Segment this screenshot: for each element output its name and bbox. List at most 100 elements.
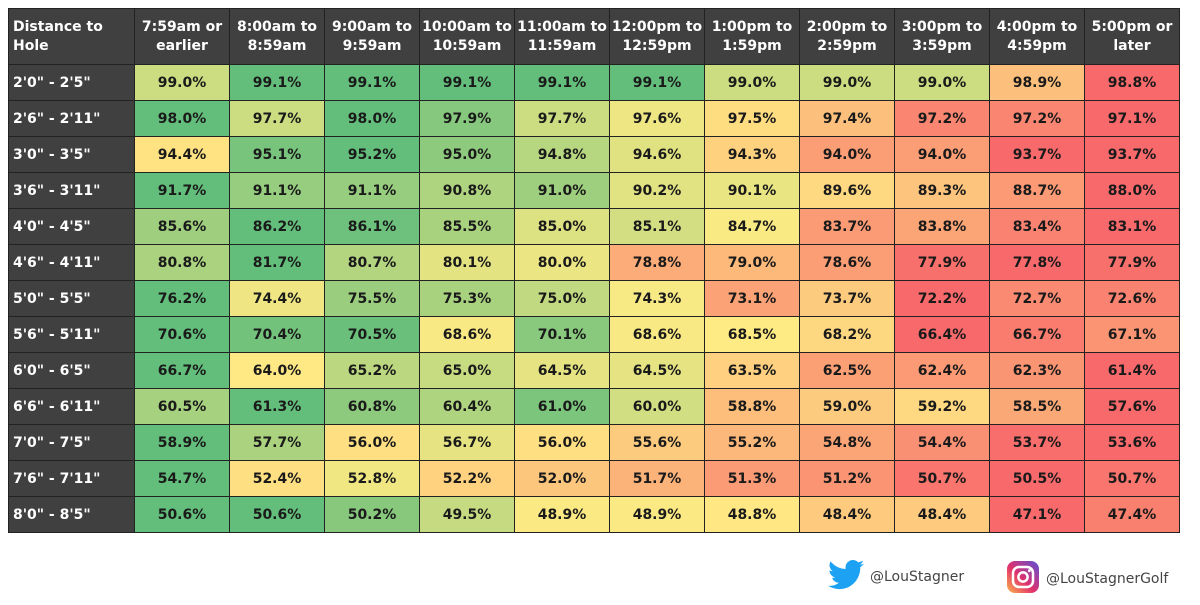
row-header: 3'0" - 3'5" xyxy=(8,136,135,173)
table-row: 4'6" - 4'11" 80.8% 81.7% 80.7% 80.1% 80.0% 78.… xyxy=(8,244,1180,281)
heatmap-cell: 97.7% xyxy=(514,100,610,137)
column-header: 10:00am to 10:59am xyxy=(419,8,515,65)
header-row: Distance to Hole 7:59am or earlier 8:00am… xyxy=(8,8,1180,65)
row-header: 3'6" - 3'11" xyxy=(8,172,135,209)
heatmap-cell: 48.4% xyxy=(894,496,990,533)
heatmap-cell: 51.7% xyxy=(609,460,705,497)
heatmap-cell: 75.5% xyxy=(324,280,420,317)
heatmap-cell: 77.9% xyxy=(1084,244,1180,281)
heatmap-cell: 58.8% xyxy=(704,388,800,425)
heatmap-cell: 63.5% xyxy=(704,352,800,389)
heatmap-cell: 94.4% xyxy=(134,136,230,173)
heatmap-cell: 85.5% xyxy=(419,208,515,245)
heatmap-cell: 85.0% xyxy=(514,208,610,245)
heatmap-cell: 56.0% xyxy=(324,424,420,461)
heatmap-cell: 50.7% xyxy=(1084,460,1180,497)
heatmap-cell: 61.4% xyxy=(1084,352,1180,389)
heatmap-cell: 55.2% xyxy=(704,424,800,461)
heatmap-cell: 80.0% xyxy=(514,244,610,281)
heatmap-cell: 80.8% xyxy=(134,244,230,281)
heatmap-cell: 97.7% xyxy=(229,100,325,137)
heatmap-cell: 97.9% xyxy=(419,100,515,137)
heatmap-cell: 86.2% xyxy=(229,208,325,245)
heatmap-cell: 98.9% xyxy=(989,64,1085,101)
row-header: 5'6" - 5'11" xyxy=(8,316,135,353)
heatmap-cell: 48.4% xyxy=(799,496,895,533)
heatmap-cell: 93.7% xyxy=(989,136,1085,173)
heatmap-cell: 83.4% xyxy=(989,208,1085,245)
column-header: 2:00pm to 2:59pm xyxy=(799,8,895,65)
twitter-icon xyxy=(828,559,864,594)
heatmap-cell: 60.5% xyxy=(134,388,230,425)
heatmap-cell: 85.6% xyxy=(134,208,230,245)
heatmap-cell: 70.6% xyxy=(134,316,230,353)
heatmap-cell: 57.6% xyxy=(1084,388,1180,425)
heatmap-cell: 50.2% xyxy=(324,496,420,533)
heatmap-cell: 68.6% xyxy=(419,316,515,353)
heatmap-cell: 91.0% xyxy=(514,172,610,209)
heatmap-cell: 97.2% xyxy=(894,100,990,137)
heatmap-cell: 72.2% xyxy=(894,280,990,317)
heatmap-cell: 52.8% xyxy=(324,460,420,497)
heatmap-cell: 99.0% xyxy=(704,64,800,101)
heatmap-cell: 95.1% xyxy=(229,136,325,173)
heatmap-cell: 70.4% xyxy=(229,316,325,353)
heatmap-cell: 83.7% xyxy=(799,208,895,245)
heatmap-cell: 99.0% xyxy=(799,64,895,101)
heatmap-cell: 80.1% xyxy=(419,244,515,281)
heatmap-cell: 64.5% xyxy=(514,352,610,389)
heatmap-cell: 70.1% xyxy=(514,316,610,353)
heatmap-cell: 94.0% xyxy=(799,136,895,173)
heatmap-cell: 64.5% xyxy=(609,352,705,389)
column-header: 3:00pm to 3:59pm xyxy=(894,8,990,65)
heatmap-cell: 47.1% xyxy=(989,496,1085,533)
heatmap-cell: 59.0% xyxy=(799,388,895,425)
row-header: 7'0" - 7'5" xyxy=(8,424,135,461)
heatmap-cell: 65.0% xyxy=(419,352,515,389)
heatmap-cell: 48.8% xyxy=(704,496,800,533)
heatmap-cell: 51.3% xyxy=(704,460,800,497)
heatmap-cell: 67.1% xyxy=(1084,316,1180,353)
heatmap-cell: 50.7% xyxy=(894,460,990,497)
instagram-icon xyxy=(1006,560,1040,598)
heatmap-cell: 51.2% xyxy=(799,460,895,497)
row-header: 6'6" - 6'11" xyxy=(8,388,135,425)
heatmap-cell: 94.8% xyxy=(514,136,610,173)
heatmap-cell: 86.1% xyxy=(324,208,420,245)
table-row: 6'0" - 6'5" 66.7% 64.0% 65.2% 65.0% 64.5% 64.5… xyxy=(8,352,1180,389)
heatmap-cell: 99.0% xyxy=(134,64,230,101)
heatmap-cell: 75.0% xyxy=(514,280,610,317)
row-header: 6'0" - 6'5" xyxy=(8,352,135,389)
heatmap-cell: 94.0% xyxy=(894,136,990,173)
heatmap-cell: 56.7% xyxy=(419,424,515,461)
heatmap-cell: 84.7% xyxy=(704,208,800,245)
column-header: 7:59am or earlier xyxy=(134,8,230,65)
row-header: 8'0" - 8'5" xyxy=(8,496,135,533)
heatmap-cell: 99.1% xyxy=(324,64,420,101)
heatmap-cell: 54.8% xyxy=(799,424,895,461)
row-header: 2'6" - 2'11" xyxy=(8,100,135,137)
heatmap-cell: 61.0% xyxy=(514,388,610,425)
heatmap-cell: 83.8% xyxy=(894,208,990,245)
heatmap-cell: 91.1% xyxy=(324,172,420,209)
heatmap-cell: 89.6% xyxy=(799,172,895,209)
heatmap-cell: 48.9% xyxy=(609,496,705,533)
heatmap-cell: 77.8% xyxy=(989,244,1085,281)
heatmap-cell: 81.7% xyxy=(229,244,325,281)
heatmap-cell: 83.1% xyxy=(1084,208,1180,245)
heatmap-cell: 79.0% xyxy=(704,244,800,281)
heatmap-cell: 95.0% xyxy=(419,136,515,173)
row-header: 4'0" - 4'5" xyxy=(8,208,135,245)
heatmap-cell: 90.8% xyxy=(419,172,515,209)
heatmap-cell: 58.5% xyxy=(989,388,1085,425)
heatmap-cell: 99.1% xyxy=(229,64,325,101)
heatmap-cell: 54.4% xyxy=(894,424,990,461)
heatmap-cell: 88.0% xyxy=(1084,172,1180,209)
heatmap-cell: 77.9% xyxy=(894,244,990,281)
corner-header: Distance to Hole xyxy=(8,8,135,65)
row-header: 2'0" - 2'5" xyxy=(8,64,135,101)
table-row: 6'6" - 6'11" 60.5% 61.3% 60.8% 60.4% 61.0% 60.… xyxy=(8,388,1180,425)
heatmap-cell: 61.3% xyxy=(229,388,325,425)
heatmap-cell: 58.9% xyxy=(134,424,230,461)
heatmap-cell: 75.3% xyxy=(419,280,515,317)
